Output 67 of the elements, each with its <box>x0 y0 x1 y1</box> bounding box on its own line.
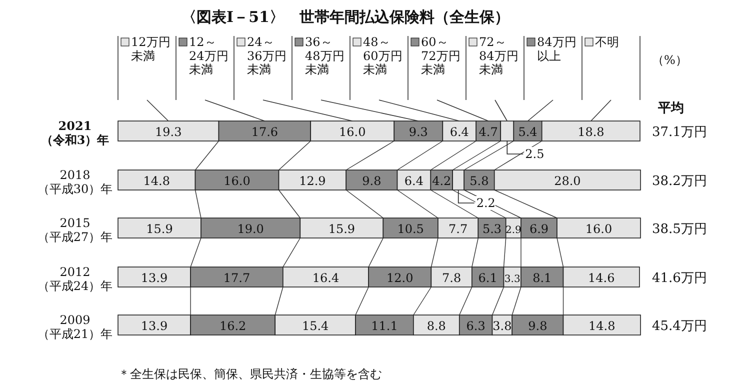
data-label: 5.8 <box>470 174 489 188</box>
data-label: 12.9 <box>299 174 326 188</box>
data-label: 3.3 <box>504 274 520 285</box>
data-label: 7.8 <box>442 271 462 285</box>
data-label: 9.8 <box>362 174 382 188</box>
data-label: 16.0 <box>224 174 250 188</box>
legend-label: 不明 <box>595 35 619 49</box>
legend-label: 24～36万円未満 <box>247 35 286 77</box>
text: 38.2万円 <box>652 174 707 189</box>
data-label: 3.8 <box>492 319 512 333</box>
data-label: 6.1 <box>478 271 498 285</box>
legend-label: 36～48万円未満 <box>305 35 344 77</box>
data-label: 6.3 <box>466 319 486 333</box>
data-label: 19.3 <box>155 125 182 139</box>
legend-label: 60～72万円未満 <box>421 35 460 77</box>
data-label: 13.9 <box>140 319 168 333</box>
data-label: 28.0 <box>554 174 581 188</box>
text: 37.1万円 <box>652 125 707 140</box>
data-label: 17.6 <box>251 125 278 139</box>
legend-label: 12～24万円未満 <box>189 35 228 77</box>
data-label: 5.3 <box>482 222 502 236</box>
data-label: 4.7 <box>478 125 498 139</box>
text: 41.6万円 <box>652 271 707 286</box>
data-label: 11.1 <box>371 319 398 333</box>
data-label: 6.9 <box>529 222 549 236</box>
data-label: 14.8 <box>588 319 616 333</box>
data-label: 13.9 <box>140 271 168 285</box>
data-label: 4.2 <box>432 174 452 188</box>
y-tick-label: 2018 （平成30）年 <box>37 168 113 196</box>
data-label: 19.0 <box>237 222 264 236</box>
data-label: 10.5 <box>397 222 424 236</box>
data-label: 16.4 <box>312 271 340 285</box>
data-label: 8.1 <box>532 271 552 285</box>
data-label: 12.0 <box>386 271 414 285</box>
data-label: 18.8 <box>578 125 604 139</box>
data-label: 17.7 <box>223 271 250 285</box>
data-label: 8.8 <box>426 319 446 333</box>
data-label: 16.0 <box>339 125 366 139</box>
text: 平均 <box>657 101 684 116</box>
data-label: 15.4 <box>302 319 330 333</box>
text: （%） <box>652 53 688 67</box>
chart-title: 〈図表Ⅰ－51〉 世帯年間払込保険料（全生保） <box>182 8 510 26</box>
y-tick-label: 2012 （平成24）年 <box>37 265 113 293</box>
data-label: 16.2 <box>219 319 246 333</box>
text: ＊全生保は民保、簡保、県民共済・生協等を含む <box>118 367 382 381</box>
data-label: 2.2 <box>476 196 496 210</box>
y-tick-label: 2015 （平成27）年 <box>37 216 113 244</box>
legend-label: 48～60万円未満 <box>363 35 402 77</box>
y-tick-label: 2009 （平成21）年 <box>37 313 113 341</box>
text: 45.4万円 <box>652 319 707 334</box>
data-label: 15.9 <box>328 222 356 236</box>
data-label: 6.4 <box>450 125 470 139</box>
legend-label: 12万円未満 <box>131 35 170 63</box>
data-label: 2.5 <box>525 147 544 161</box>
data-label: 14.6 <box>588 271 615 285</box>
data-label: 5.4 <box>518 125 538 139</box>
data-label: 14.8 <box>143 174 170 188</box>
data-label: 7.7 <box>448 222 468 236</box>
text: 38.5万円 <box>652 222 707 237</box>
data-label: 9.8 <box>528 319 548 333</box>
y-tick-label: 2021 （令和3）年 <box>40 119 110 147</box>
legend-label: 84万円以上 <box>537 35 576 63</box>
legend-label: 72～84万円未満 <box>479 35 518 77</box>
data-label: 15.9 <box>146 222 173 236</box>
data-label: 9.3 <box>408 125 428 139</box>
data-label: 6.4 <box>404 174 424 188</box>
data-label: 16.0 <box>585 222 612 236</box>
